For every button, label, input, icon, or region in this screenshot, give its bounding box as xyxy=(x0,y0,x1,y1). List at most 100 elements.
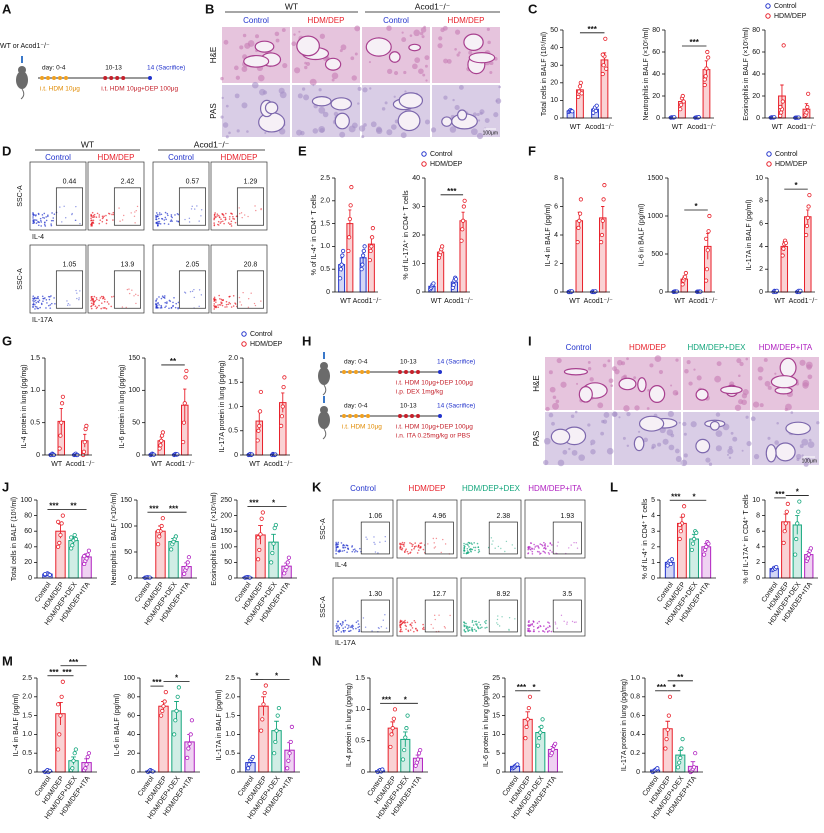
event xyxy=(133,295,135,297)
event xyxy=(463,628,466,631)
tissue xyxy=(443,95,448,100)
event xyxy=(335,548,338,551)
event xyxy=(92,304,94,306)
event xyxy=(417,549,420,551)
event xyxy=(514,547,516,550)
event xyxy=(463,552,465,555)
event xyxy=(37,221,40,223)
tissue xyxy=(562,449,568,455)
tissue xyxy=(753,453,760,460)
data-point xyxy=(537,736,542,741)
y-axis-label: IL-4 protein in lung (pg/mg) xyxy=(21,364,28,448)
tissue xyxy=(796,453,802,460)
y-tick-label: 1.0 xyxy=(225,731,235,738)
y-tick-label: 10 xyxy=(492,731,500,738)
y-tick-label: 2 xyxy=(759,266,763,273)
event xyxy=(538,630,540,633)
y-tick-label: 4 xyxy=(759,243,763,250)
airway xyxy=(441,116,453,127)
data-point xyxy=(339,262,344,267)
significance-label: * xyxy=(275,672,279,681)
event xyxy=(50,302,53,305)
event xyxy=(542,550,544,553)
data-point xyxy=(70,543,75,548)
y-tick-label: 1.5 xyxy=(228,379,238,386)
event xyxy=(215,216,217,218)
error-bar xyxy=(348,209,352,238)
event xyxy=(37,224,40,227)
event xyxy=(155,215,157,218)
data-point xyxy=(184,368,189,374)
panel-letter: F xyxy=(528,143,536,158)
event xyxy=(358,625,361,628)
tissue xyxy=(589,377,594,382)
data-point xyxy=(261,702,266,707)
plot-frame xyxy=(524,577,586,637)
data-point xyxy=(599,240,604,245)
y-tick-label: 1.0 xyxy=(355,706,365,713)
event xyxy=(476,624,478,626)
tissue xyxy=(340,44,347,51)
data-point xyxy=(83,766,88,771)
group-header: Acod1⁻/⁻ xyxy=(415,1,451,11)
data-point xyxy=(540,717,545,722)
y-tick-label: 20 xyxy=(412,232,420,239)
sacrifice-label: 14 (Sacrifice) xyxy=(437,359,475,366)
data-point xyxy=(807,193,812,198)
event xyxy=(543,541,545,544)
event xyxy=(42,216,44,219)
data-point xyxy=(704,544,709,549)
event xyxy=(466,550,469,552)
event xyxy=(52,219,54,222)
significance-label: *** xyxy=(775,490,785,499)
airway xyxy=(365,37,392,57)
event xyxy=(91,298,93,301)
data-point xyxy=(693,751,698,756)
flow-plot xyxy=(29,244,87,314)
event xyxy=(570,544,572,546)
timeline-dot xyxy=(360,370,364,374)
data-point xyxy=(460,218,466,223)
data-point xyxy=(601,63,606,68)
data-point xyxy=(600,218,605,223)
tissue xyxy=(643,437,649,443)
y-tick-label: 1.0 xyxy=(228,403,238,410)
data-point xyxy=(182,571,187,576)
event xyxy=(423,628,425,631)
event xyxy=(46,302,48,304)
significance-label: *** xyxy=(169,504,179,513)
data-point xyxy=(781,43,786,48)
timeline-dot xyxy=(354,414,358,418)
event xyxy=(32,295,35,298)
data-point xyxy=(795,521,800,526)
data-point xyxy=(258,532,263,537)
timeline-dot xyxy=(46,76,50,80)
event xyxy=(399,623,402,626)
event xyxy=(34,303,36,306)
event xyxy=(527,627,529,630)
event xyxy=(440,551,442,554)
data-point xyxy=(405,713,410,718)
plot-frame xyxy=(460,577,522,637)
tissue xyxy=(236,129,240,133)
tissue xyxy=(470,128,478,136)
data-point xyxy=(147,575,152,580)
tissue xyxy=(348,125,356,133)
event xyxy=(469,548,471,551)
timeline-dot xyxy=(115,76,120,80)
plot-frame xyxy=(152,244,210,314)
tissue xyxy=(607,359,611,363)
event xyxy=(434,546,437,548)
event xyxy=(213,218,215,221)
y-tick-label: 40 xyxy=(550,44,558,51)
gate-value: 0.44 xyxy=(63,179,77,186)
y-tick-label: 100 xyxy=(20,497,32,504)
data-point xyxy=(680,736,685,742)
event xyxy=(576,547,579,549)
event xyxy=(91,222,93,225)
tissue xyxy=(331,78,335,82)
data-point xyxy=(793,552,798,557)
tissue xyxy=(222,122,229,128)
tissue xyxy=(477,119,481,122)
data-point xyxy=(664,736,669,742)
